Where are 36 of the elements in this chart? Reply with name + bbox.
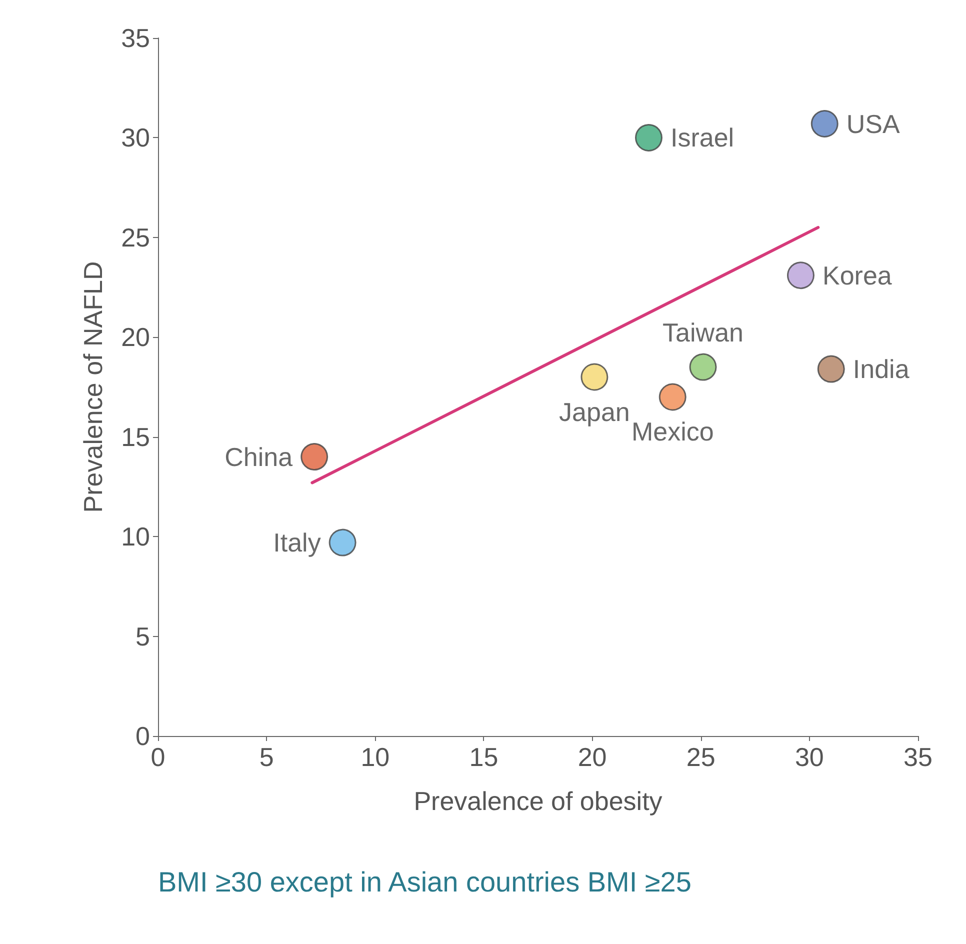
x-tick-label: 25 bbox=[686, 742, 716, 772]
point bbox=[328, 528, 356, 556]
series-label: USA bbox=[846, 108, 900, 139]
x-tick-label: 15 bbox=[469, 742, 498, 772]
x-tick-label: 5 bbox=[259, 742, 274, 772]
x-tick-label: 20 bbox=[578, 742, 607, 772]
series-label: Mexico bbox=[631, 416, 714, 447]
y-axis-title: Prevalence of NAFLD bbox=[78, 261, 108, 513]
x-axis-title: Prevalence of obesity bbox=[414, 786, 662, 816]
point bbox=[689, 353, 717, 381]
y-tick-label: 0 bbox=[136, 721, 150, 751]
y-tick-label: 30 bbox=[121, 122, 150, 153]
series-label: Taiwan bbox=[662, 317, 744, 348]
y-tick-label: 25 bbox=[121, 222, 150, 252]
point bbox=[817, 355, 845, 383]
series-label: India bbox=[852, 354, 910, 384]
point bbox=[635, 124, 662, 152]
y-tick-label: 10 bbox=[121, 522, 150, 552]
text: BMI ≥30 except in Asian countries BMI ≥25 bbox=[158, 866, 692, 898]
y-tick-label: 5 bbox=[136, 621, 150, 652]
x-tick-label: 35 bbox=[904, 742, 932, 772]
series-label: China bbox=[224, 442, 294, 472]
x-tick-label: 30 bbox=[794, 742, 824, 772]
point bbox=[787, 262, 814, 290]
y-tick-label: 20 bbox=[121, 322, 150, 352]
series-label: Italy bbox=[273, 528, 321, 558]
series-label: Japan bbox=[559, 396, 630, 427]
point bbox=[580, 363, 608, 391]
point bbox=[658, 383, 686, 411]
series-label: Korea bbox=[822, 260, 892, 290]
y-tick-label: 15 bbox=[121, 422, 150, 452]
series-label: Israel bbox=[670, 122, 734, 153]
point bbox=[300, 443, 328, 471]
point bbox=[810, 110, 838, 138]
y-tick-label: 35 bbox=[121, 23, 150, 53]
x-tick-label: 10 bbox=[360, 742, 390, 772]
